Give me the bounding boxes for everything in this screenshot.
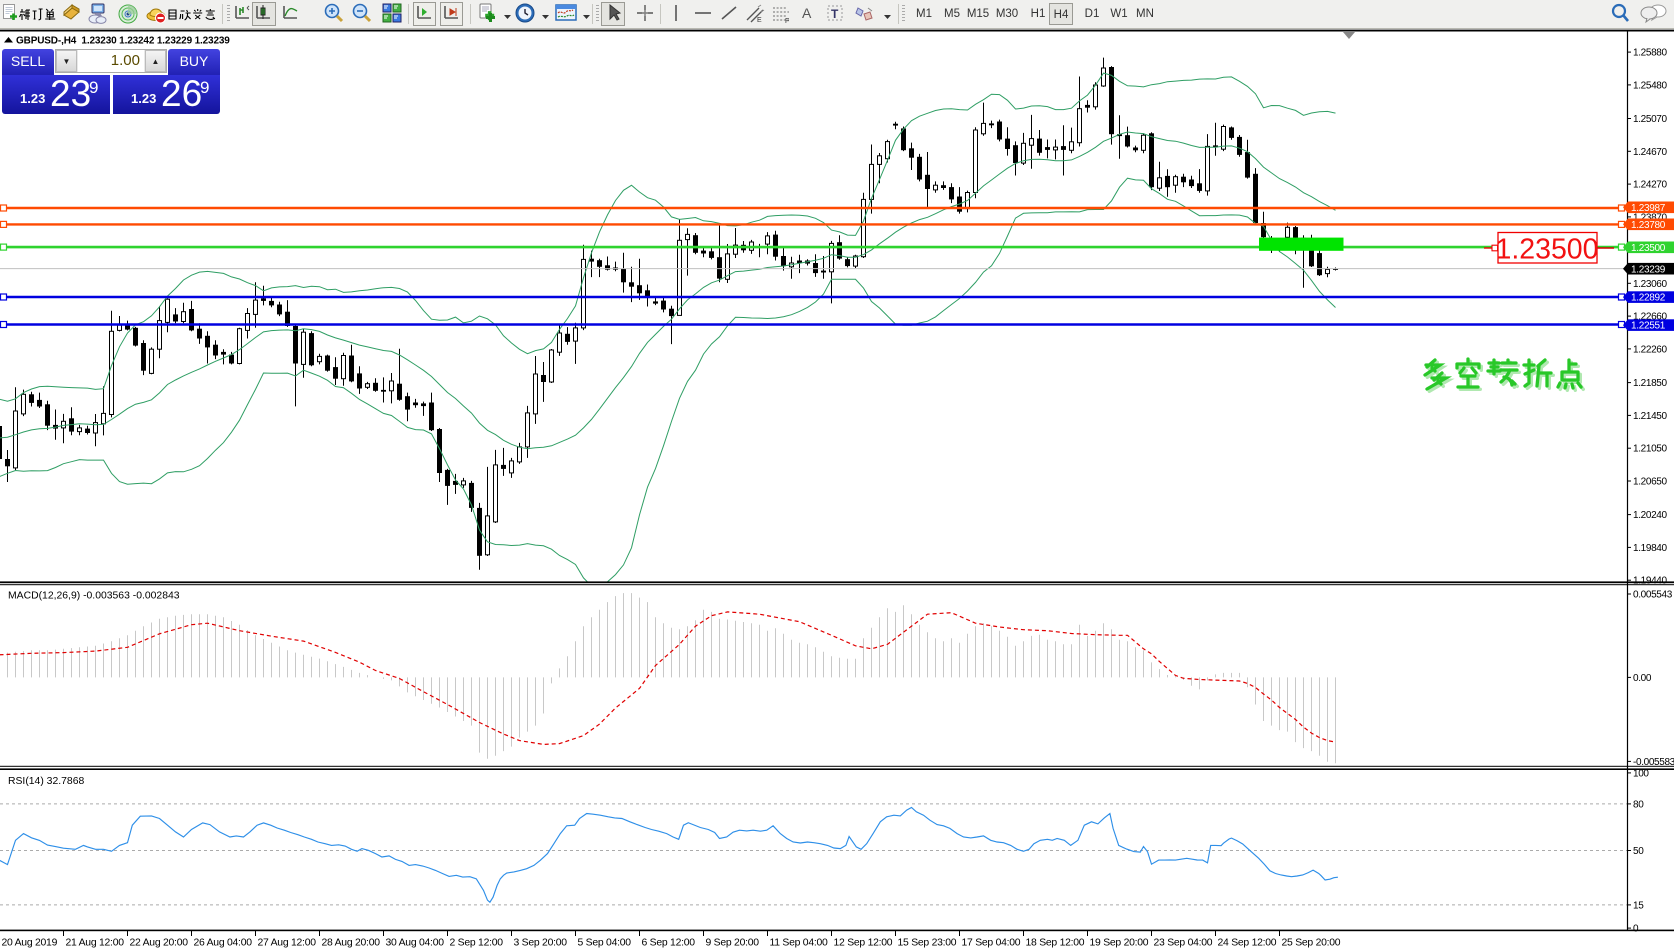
svg-text:1.24670: 1.24670: [1633, 147, 1667, 158]
svg-text:1.22892: 1.22892: [1631, 293, 1666, 304]
svg-text:1.22551: 1.22551: [1631, 321, 1666, 332]
svg-text:F: F: [785, 18, 789, 24]
svg-text:100: 100: [1633, 768, 1649, 779]
svg-text:1.25070: 1.25070: [1633, 114, 1667, 125]
svg-text:2 Sep 12:00: 2 Sep 12:00: [450, 938, 504, 949]
svg-text:30 Aug 04:00: 30 Aug 04:00: [386, 938, 445, 949]
svg-text:1.23500: 1.23500: [1631, 243, 1666, 254]
svg-text:E: E: [757, 17, 762, 24]
svg-text:1.23500: 1.23500: [1495, 234, 1598, 266]
svg-text:3 Sep 20:00: 3 Sep 20:00: [514, 938, 568, 949]
svg-text:27 Aug 12:00: 27 Aug 12:00: [258, 938, 317, 949]
svg-text:0.00: 0.00: [1633, 673, 1652, 684]
svg-text:0.005543: 0.005543: [1633, 590, 1673, 601]
svg-text:1.22660: 1.22660: [1633, 312, 1667, 323]
svg-text:1.23239: 1.23239: [1631, 264, 1666, 275]
svg-text:0: 0: [1633, 924, 1639, 935]
svg-text:24 Sep 12:00: 24 Sep 12:00: [1218, 938, 1277, 949]
svg-text:1.24270: 1.24270: [1633, 180, 1667, 191]
svg-text:1.22260: 1.22260: [1633, 344, 1667, 355]
svg-text:-0.005583: -0.005583: [1633, 757, 1674, 768]
svg-text:1.21450: 1.21450: [1633, 411, 1667, 422]
svg-text:26 Aug 04:00: 26 Aug 04:00: [194, 938, 253, 949]
svg-text:25 Sep 20:00: 25 Sep 20:00: [1282, 938, 1341, 949]
svg-text:20 Aug 2019: 20 Aug 2019: [2, 938, 58, 949]
svg-text:1.21850: 1.21850: [1633, 378, 1667, 389]
svg-text:1.20240: 1.20240: [1633, 510, 1667, 521]
svg-text:1.25480: 1.25480: [1633, 80, 1667, 91]
svg-text:A: A: [802, 5, 812, 21]
svg-text:17 Sep 04:00: 17 Sep 04:00: [962, 938, 1021, 949]
svg-text:11 Sep 04:00: 11 Sep 04:00: [770, 938, 829, 949]
svg-text:22 Aug 20:00: 22 Aug 20:00: [130, 938, 189, 949]
svg-text:50: 50: [1633, 846, 1644, 857]
svg-text:1.20650: 1.20650: [1633, 477, 1667, 488]
svg-text:1.19440: 1.19440: [1633, 576, 1667, 587]
svg-text:15 Sep 23:00: 15 Sep 23:00: [898, 938, 957, 949]
svg-text:1.25880: 1.25880: [1633, 48, 1667, 59]
svg-text:1.19840: 1.19840: [1633, 543, 1667, 554]
svg-text:12 Sep 12:00: 12 Sep 12:00: [834, 938, 893, 949]
svg-text:T: T: [831, 7, 839, 21]
svg-text:28 Aug 20:00: 28 Aug 20:00: [322, 938, 381, 949]
svg-text:23 Sep 04:00: 23 Sep 04:00: [1154, 938, 1213, 949]
svg-text:15: 15: [1633, 900, 1644, 911]
svg-text:1.23060: 1.23060: [1633, 279, 1667, 290]
svg-text:GBPUSD-,H4 1.23230 1.23242 1.: GBPUSD-,H4 1.23230 1.23242 1.23229 1.232…: [16, 36, 230, 47]
svg-text:RSI(14) 32.7868: RSI(14) 32.7868: [8, 776, 84, 787]
svg-text:1.23987: 1.23987: [1631, 203, 1666, 214]
svg-text:MACD(12,26,9) -0.003563 -0.002: MACD(12,26,9) -0.003563 -0.002843: [8, 591, 180, 602]
svg-text:6 Sep 12:00: 6 Sep 12:00: [642, 938, 696, 949]
svg-text:9 Sep 20:00: 9 Sep 20:00: [706, 938, 760, 949]
svg-text:5 Sep 04:00: 5 Sep 04:00: [578, 938, 632, 949]
svg-text:21 Aug 12:00: 21 Aug 12:00: [66, 938, 125, 949]
svg-text:1.23870: 1.23870: [1633, 212, 1667, 223]
svg-text:18 Sep 12:00: 18 Sep 12:00: [1026, 938, 1085, 949]
svg-text:1.23780: 1.23780: [1631, 220, 1666, 231]
svg-text:19 Sep 20:00: 19 Sep 20:00: [1090, 938, 1149, 949]
svg-text:80: 80: [1633, 799, 1644, 810]
svg-text:1.21050: 1.21050: [1633, 444, 1667, 455]
